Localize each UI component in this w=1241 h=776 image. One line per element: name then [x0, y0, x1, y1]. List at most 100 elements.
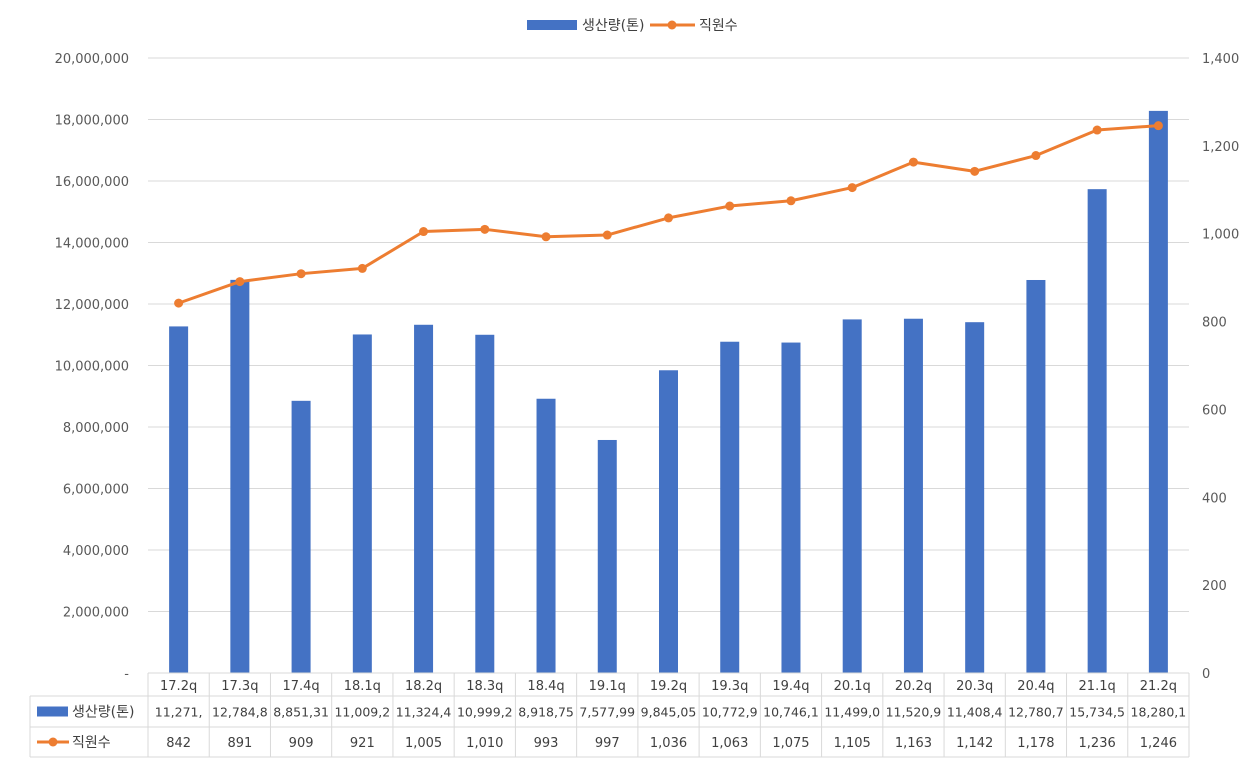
left-axis: - 2,000,000 4,000,000 6,000,000 8,000,000 10,…: [55, 52, 130, 682]
left-tick-label: 4,000,000: [63, 544, 129, 559]
left-tick-label: 18,000,000: [55, 114, 129, 129]
bar-18.4q: [536, 398, 556, 673]
category-label: 17.4q: [282, 679, 319, 694]
table-value-production: 12,784,8: [212, 705, 268, 720]
table-value-production: 11,009,2: [334, 705, 390, 720]
table-value-employees: 1,036: [650, 736, 687, 751]
table-row-label-production: 생산량(톤): [72, 705, 134, 721]
employees-point-21.2q: [1153, 121, 1163, 131]
right-axis: 0 200 400 600 800 1,000 1,200 1,400: [1202, 52, 1239, 682]
right-tick-label: 1,400: [1202, 52, 1239, 67]
table-value-employees: 1,063: [711, 736, 748, 751]
employees-point-17.3q: [235, 277, 245, 287]
category-label: 18.2q: [405, 679, 442, 694]
category-label: 19.4q: [772, 679, 809, 694]
bar-21.1q: [1087, 189, 1107, 673]
table-value-production: 11,520,9: [886, 705, 942, 720]
table-value-employees: 1,236: [1079, 736, 1116, 751]
right-tick-label: 1,200: [1202, 140, 1239, 155]
employees-point-19.2q: [664, 213, 673, 223]
table-value-production: 11,408,4: [947, 705, 1003, 720]
table-value-employees: 891: [227, 736, 252, 751]
left-tick-label: -: [124, 667, 129, 682]
right-tick-label: 400: [1202, 491, 1227, 506]
bar-21.2q: [1148, 110, 1168, 674]
bar-17.2q: [169, 326, 189, 673]
bar-20.4q: [1026, 279, 1046, 673]
legend-label-employees: 직원수: [699, 18, 738, 34]
line-series-employees: [174, 121, 1163, 308]
category-label: 18.1q: [344, 679, 381, 694]
right-tick-label: 200: [1202, 579, 1227, 594]
table-value-production: 12,780,7: [1008, 705, 1064, 720]
category-label: 18.3q: [466, 679, 503, 694]
employees-point-18.3q: [480, 224, 490, 234]
bar-20.1q: [842, 319, 862, 673]
category-label: 21.1q: [1079, 679, 1116, 694]
table-value-production: 7,577,99: [579, 705, 635, 720]
table-value-employees: 1,105: [834, 736, 871, 751]
table-value-employees: 1,142: [956, 736, 993, 751]
table-value-employees: 921: [350, 736, 375, 751]
bar-series-production: [169, 110, 1168, 674]
category-label: 20.2q: [895, 679, 932, 694]
left-tick-label: 10,000,000: [55, 360, 129, 375]
table-value-production: 8,918,75: [518, 705, 574, 720]
table-value-production: 15,734,5: [1069, 705, 1125, 720]
bar-18.2q: [414, 324, 434, 673]
employees-point-21.1q: [1092, 125, 1102, 135]
employees-point-18.2q: [419, 227, 429, 237]
table-value-employees: 1,010: [466, 736, 503, 751]
table-value-employees: 842: [166, 736, 191, 751]
left-tick-label: 6,000,000: [63, 483, 129, 498]
table-value-employees: 993: [534, 736, 559, 751]
bar-18.1q: [352, 334, 372, 673]
table-value-employees: 1,075: [772, 736, 809, 751]
category-label: 17.3q: [221, 679, 258, 694]
employees-point-18.4q: [541, 232, 551, 242]
left-tick-label: 2,000,000: [63, 606, 129, 621]
right-tick-label: 1,000: [1202, 228, 1239, 243]
legend-key-production: [527, 20, 577, 30]
bar-19.4q: [781, 342, 801, 673]
table-value-production: 18,280,1: [1131, 705, 1187, 720]
table-value-production: 11,499,0: [824, 705, 880, 720]
table-value-employees: 909: [289, 736, 314, 751]
category-label: 21.2q: [1140, 679, 1177, 694]
table-value-production: 9,845,05: [641, 705, 697, 720]
bar-19.1q: [597, 439, 617, 673]
table-value-production: 10,746,1: [763, 705, 819, 720]
right-tick-label: 0: [1202, 667, 1210, 682]
category-label: 18.4q: [527, 679, 564, 694]
category-label: 19.2q: [650, 679, 687, 694]
table-value-employees: 1,163: [895, 736, 932, 751]
category-label: 20.3q: [956, 679, 993, 694]
table-value-production: 8,851,31: [273, 705, 329, 720]
bar-19.3q: [720, 341, 740, 673]
table-value-employees: 1,005: [405, 736, 442, 751]
legend: 생산량(톤) 직원수: [527, 18, 738, 34]
left-tick-label: 8,000,000: [63, 421, 129, 436]
employees-point-19.1q: [602, 230, 612, 240]
bar-18.3q: [475, 334, 495, 673]
right-tick-label: 800: [1202, 316, 1227, 331]
bar-20.3q: [965, 322, 985, 673]
table-value-production: 11,271,: [155, 705, 203, 720]
right-tick-label: 600: [1202, 403, 1227, 418]
table-key-production: [37, 706, 68, 717]
employees-point-19.3q: [725, 201, 735, 211]
table-value-production: 10,999,2: [457, 705, 513, 720]
category-label: 19.1q: [589, 679, 626, 694]
table-value-production: 11,324,4: [396, 705, 452, 720]
bar-20.2q: [903, 318, 923, 673]
table-value-employees: 1,246: [1140, 736, 1177, 751]
legend-label-production: 생산량(톤): [582, 18, 644, 34]
employees-point-17.2q: [174, 298, 184, 308]
left-tick-label: 14,000,000: [55, 237, 129, 252]
category-label: 20.4q: [1017, 679, 1054, 694]
employees-point-20.3q: [970, 166, 980, 176]
data-table: 17.2q 17.3q 17.4q 18.1q 18.2q 18.3q 18.4q 19.1q…: [29, 672, 1190, 758]
table-value-employees: 1,178: [1017, 736, 1054, 751]
